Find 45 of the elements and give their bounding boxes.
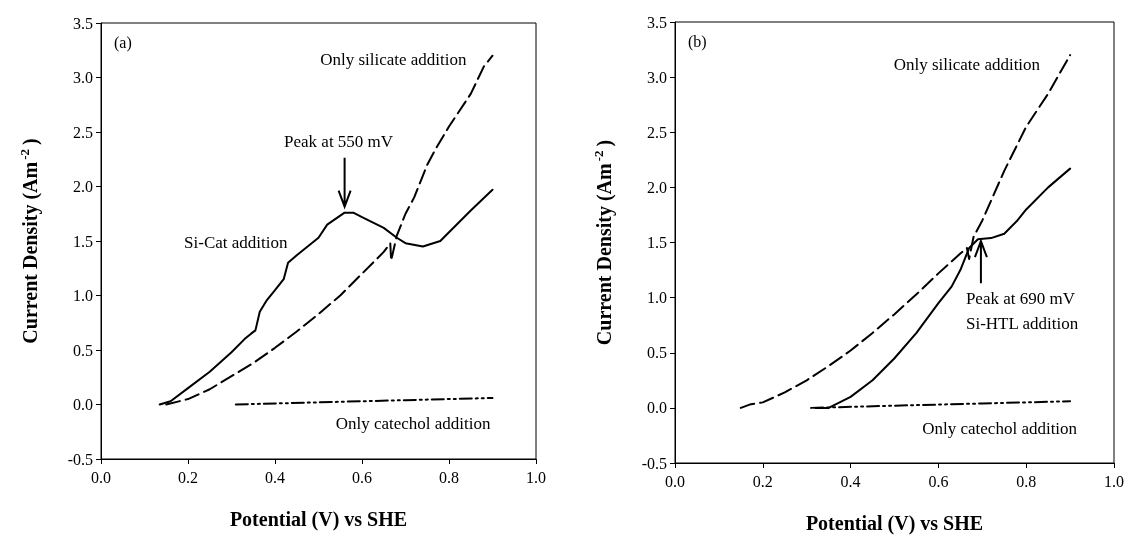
annotation: Only catechol addition xyxy=(922,418,1078,438)
y-tick-label: 3.5 xyxy=(647,13,667,31)
y-axis-title: Current Density (Am-2) xyxy=(591,139,616,346)
x-tick-label: 0.4 xyxy=(840,472,861,490)
y-tick-label: 2.0 xyxy=(647,178,667,196)
y-axis-title: Current Density (Am-2) xyxy=(17,138,42,344)
y-tick-label: 2.5 xyxy=(647,123,667,141)
x-tick-label: 0.2 xyxy=(178,468,198,486)
y-tick-label: 2.5 xyxy=(73,123,93,141)
y-tick-label: 0.0 xyxy=(73,396,93,413)
y-tick-label: 3.5 xyxy=(73,14,93,32)
x-tick-label: 0.8 xyxy=(439,468,459,486)
y-tick-label: -0.5 xyxy=(67,450,93,468)
line-series xyxy=(234,396,494,406)
x-tick-label: 1.0 xyxy=(526,468,546,486)
x-axis-title: Potential (V) vs SHE xyxy=(229,508,408,531)
y-tick-label: 1.0 xyxy=(73,287,93,304)
x-tick-label: 0.8 xyxy=(1016,472,1037,490)
y-tick-label: 0.0 xyxy=(647,399,667,417)
y-tick-label: 3.0 xyxy=(647,68,667,86)
x-tick-label: 0.0 xyxy=(91,468,111,486)
y-tick-label: 0.5 xyxy=(73,341,93,359)
x-tick-label: 1.0 xyxy=(1104,472,1124,490)
annotation: Only catechol addition xyxy=(335,414,491,434)
x-tick-label: 0.6 xyxy=(352,468,372,486)
x-tick-label: 0.0 xyxy=(665,472,685,490)
y-tick-label: -0.5 xyxy=(641,454,667,472)
annotation: Peak at 690 mV xyxy=(965,288,1076,308)
x-tick-label: 0.6 xyxy=(928,472,949,490)
y-tick-label: 3.0 xyxy=(73,69,93,86)
y-tick-label: 0.5 xyxy=(647,344,667,362)
y-tick-label: 1.5 xyxy=(647,234,667,251)
annotation: Si-HTL addition xyxy=(966,313,1079,333)
annotation: Only silicate addition xyxy=(893,54,1041,74)
text: (a) xyxy=(114,33,132,52)
annotation: Si-Cat addition xyxy=(184,233,288,253)
text: (b) xyxy=(688,32,707,51)
x-tick-label: 0.2 xyxy=(752,472,773,490)
y-tick-label: 1.0 xyxy=(647,289,667,307)
x-axis-title: Potential (V) vs SHE xyxy=(805,512,984,535)
annotation: Peak at 550 mV xyxy=(284,132,394,152)
y-tick-label: 2.0 xyxy=(73,178,93,195)
y-tick-label: 1.5 xyxy=(73,232,93,250)
x-tick-label: 0.4 xyxy=(265,468,285,486)
annotation: Only silicate addition xyxy=(320,50,467,70)
